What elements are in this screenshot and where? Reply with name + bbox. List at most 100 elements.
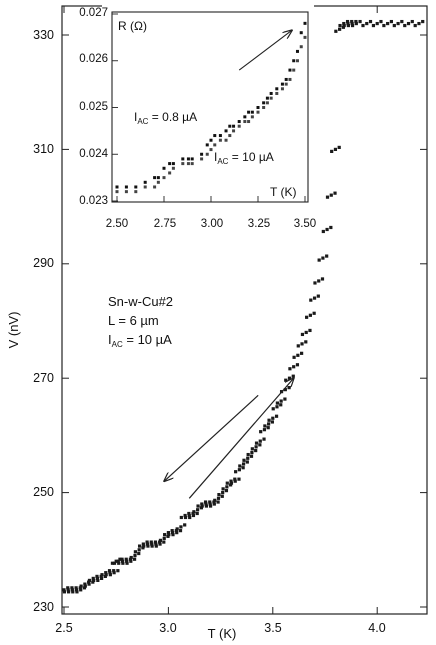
inset-data-point xyxy=(186,162,190,166)
main-data-point xyxy=(121,561,125,565)
main-data-point xyxy=(104,571,108,575)
inset-data-point xyxy=(284,82,288,86)
inset-data-point xyxy=(153,185,157,189)
main-data-point xyxy=(338,23,342,28)
main-data-point xyxy=(300,351,304,355)
main-data-point xyxy=(266,426,270,430)
inset-data-point xyxy=(256,106,260,109)
inset-data-point xyxy=(218,134,222,138)
main-data-point xyxy=(229,479,233,483)
main-data-point xyxy=(254,445,258,449)
main-data-point xyxy=(410,19,414,24)
main-data-point xyxy=(421,19,425,24)
main-data-point xyxy=(154,544,158,548)
main-data-point xyxy=(292,355,296,359)
main-x-tick-labels: 2.5 3.0 3.5 4.0 xyxy=(55,621,385,635)
inset-data-point xyxy=(237,124,241,128)
main-data-point xyxy=(368,19,373,24)
main-data-point xyxy=(145,542,150,546)
inset-x-tick-label: 2.75 xyxy=(154,218,176,230)
main-x-tick-label: 2.5 xyxy=(55,621,72,635)
main-data-point xyxy=(192,510,196,514)
main-y-tick-label: 310 xyxy=(33,142,54,156)
inset-data-point xyxy=(200,157,204,161)
inset-data-point xyxy=(124,190,128,194)
main-data-point xyxy=(112,561,117,565)
main-data-point xyxy=(403,23,407,28)
inset-data-point xyxy=(205,152,209,156)
main-data-point xyxy=(312,311,316,315)
main-data-point xyxy=(150,544,154,548)
inset-y-tick-label: 0.025 xyxy=(79,101,108,113)
main-data-point xyxy=(170,529,174,533)
main-x-tick-label: 4.0 xyxy=(368,621,385,635)
main-data-point xyxy=(191,511,195,516)
main-data-point xyxy=(237,468,241,472)
main-data-point xyxy=(125,559,129,563)
main-data-point xyxy=(237,477,241,481)
inset-data-point xyxy=(275,91,279,95)
main-data-point xyxy=(204,504,209,508)
main-data-point xyxy=(379,19,383,24)
main-data-point xyxy=(295,363,300,367)
inset-data-point xyxy=(269,96,273,100)
main-data-point xyxy=(208,502,212,506)
main-data-point xyxy=(92,578,96,582)
main-data-point xyxy=(174,529,178,533)
main-y-tick-label: 250 xyxy=(33,485,54,499)
main-data-point xyxy=(200,502,204,506)
main-data-point xyxy=(112,569,116,573)
main-data-point xyxy=(229,481,234,485)
main-data-point xyxy=(199,506,203,510)
main-data-point xyxy=(62,588,66,592)
main-data-point xyxy=(95,576,100,580)
main-data-point xyxy=(71,590,75,594)
main-data-point xyxy=(338,27,342,31)
main-data-point xyxy=(291,374,295,378)
main-data-point xyxy=(213,498,217,502)
main-data-point xyxy=(337,145,341,149)
main-data-point xyxy=(217,493,221,497)
main-data-point xyxy=(137,551,141,556)
inset-data-point xyxy=(228,134,232,138)
inset-y-tick-label: 0.027 xyxy=(79,7,108,19)
main-data-point xyxy=(312,296,317,300)
main-data-point xyxy=(133,550,138,554)
main-data-point xyxy=(83,584,87,588)
main-data-point xyxy=(341,25,345,29)
inset-data-point xyxy=(228,124,232,128)
inset-data-point xyxy=(181,162,185,166)
main-data-point xyxy=(304,340,308,344)
inset-data-point xyxy=(200,152,204,156)
inset-data-point xyxy=(288,77,292,81)
main-data-point xyxy=(329,193,333,197)
main-data-point xyxy=(365,21,369,26)
main-data-point xyxy=(150,542,154,546)
main-data-point xyxy=(133,553,137,558)
main-data-point xyxy=(191,513,196,518)
main-data-point xyxy=(216,500,220,504)
main-data-point xyxy=(204,502,208,506)
main-data-point xyxy=(241,466,245,470)
main-data-point xyxy=(238,464,242,468)
main-data-point xyxy=(212,502,216,506)
main-data-point xyxy=(162,536,166,540)
main-y-axis-label: V (nV) xyxy=(6,312,21,349)
main-data-point xyxy=(99,574,103,578)
main-data-point xyxy=(95,574,99,578)
inset-y-tick-label: 0.026 xyxy=(79,53,108,65)
main-data-point xyxy=(254,448,258,453)
main-data-point xyxy=(104,573,108,577)
inset-data-point xyxy=(232,129,236,133)
main-data-point xyxy=(246,456,250,460)
main-data-point xyxy=(375,21,379,26)
main-data-point xyxy=(91,580,95,584)
main-data-point xyxy=(292,365,296,369)
inset-x-tick-labels: 2.50 2.75 3.00 3.25 3.50 xyxy=(106,218,316,230)
inset-data-point xyxy=(224,129,228,133)
main-data-point xyxy=(103,574,107,578)
main-data-point xyxy=(350,23,355,28)
main-data-point xyxy=(66,590,71,594)
main-data-point xyxy=(117,561,121,565)
main-data-point xyxy=(275,405,279,409)
